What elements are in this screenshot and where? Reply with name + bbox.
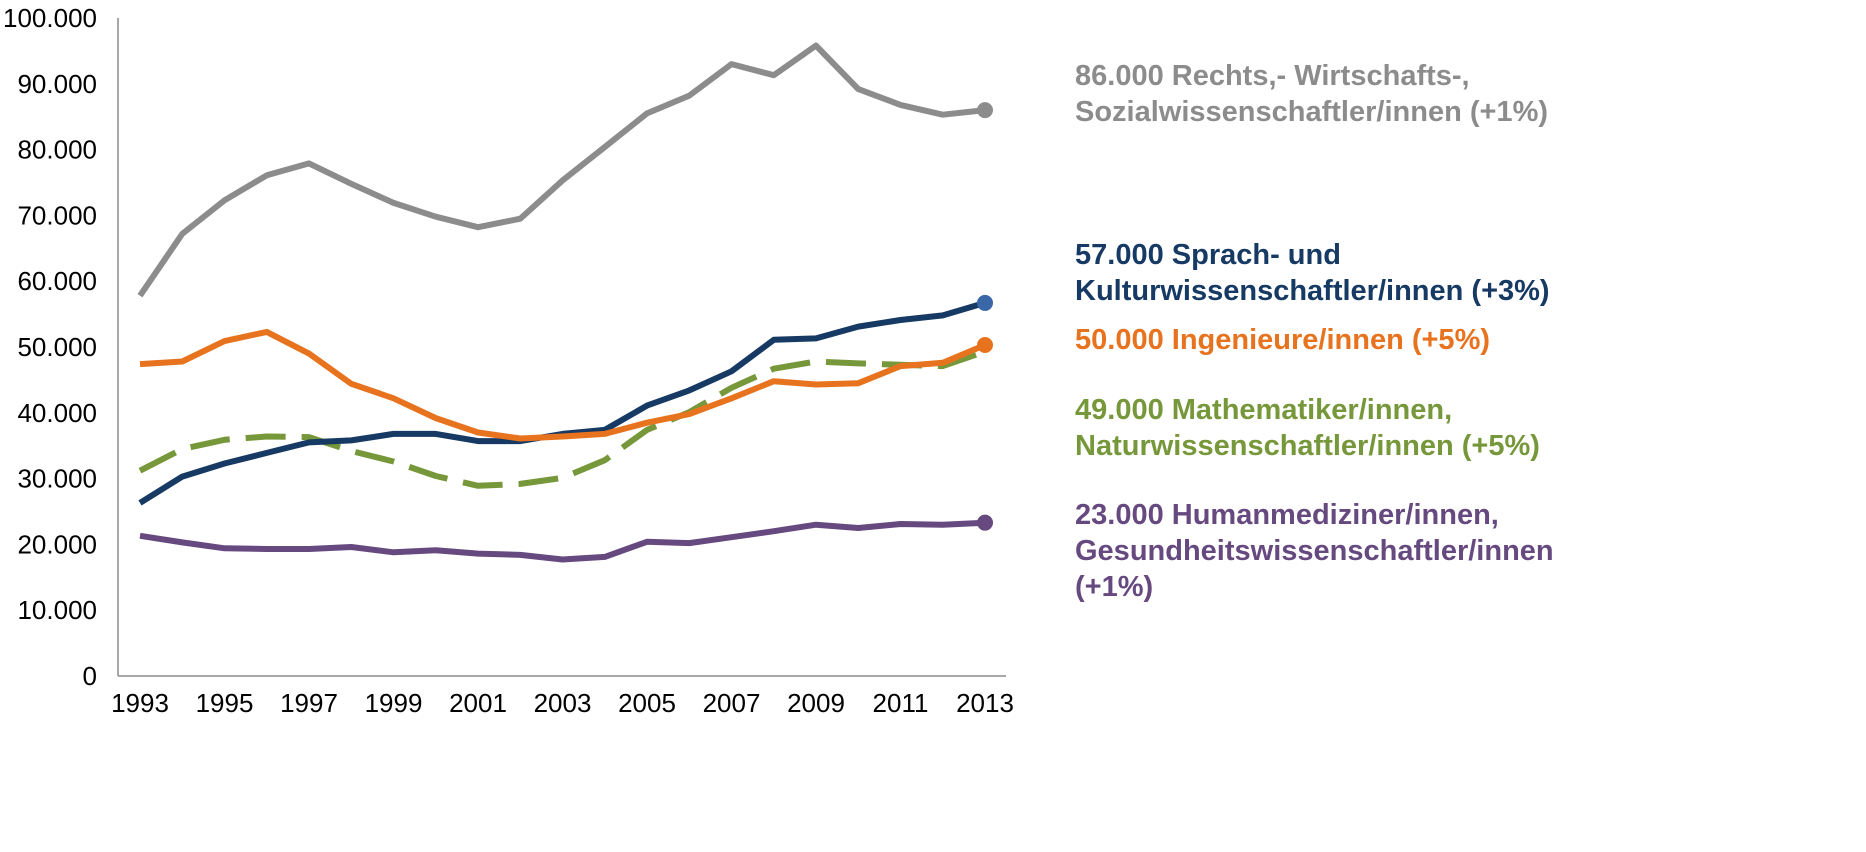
legend-humanmediziner-gesundheitswissenschaftler: 23.000 Humanmediziner/innen, Gesundheits… [1075,499,1554,603]
y-tick-label: 10.000 [17,595,97,625]
end-marker-rechts [977,102,993,119]
y-tick-label: 20.000 [17,529,97,559]
x-tick-label: 2011 [873,688,929,718]
x-tick-label: 2009 [787,688,845,718]
x-tick-label: 2007 [703,688,761,718]
series-end-markers [977,102,993,531]
x-tick-label: 1993 [111,688,169,718]
x-tick-label: 2001 [449,688,507,718]
legend-rechts-wirtschafts-sozialwissenschaftler: 86.000 Rechts,- Wirtschafts-, Sozialwiss… [1075,60,1549,128]
y-tick-label: 100.000 [3,3,97,33]
y-tick-label: 80.000 [17,135,97,165]
x-tick-label: 1995 [196,688,254,718]
y-tick-label: 40.000 [17,398,97,428]
legend-mathematiker-naturwissenschaftler: 49.000 Mathematiker/innen, Naturwissensc… [1075,394,1540,462]
x-tick-label: 1997 [280,688,338,718]
x-tick-label: 1999 [365,688,423,718]
y-tick-label: 60.000 [17,266,97,296]
x-axis-ticks: 1993 1995 1997 1999 2001 2003 2005 2007 2009 2011… [111,688,1014,718]
y-tick-label: 50.000 [17,332,97,362]
series-line-ingenieure [139,328,987,442]
end-marker-sprach [977,294,993,311]
y-tick-label: 0 [83,661,97,691]
legend-ingenieure: 50.000 Ingenieure/innen (+5%) [1075,324,1491,356]
series-line-rechts [137,42,986,298]
x-tick-label: 2005 [618,688,676,718]
y-tick-label: 70.000 [17,200,97,230]
end-marker-human [977,514,993,531]
series-line-mathe [138,348,986,489]
series-lines [137,42,987,563]
y-tick-label: 90.000 [17,69,97,99]
x-tick-label: 2013 [956,688,1014,718]
y-axis-ticks: 0 10.000 20.000 30.000 40.000 50.000 60.000 70.… [3,3,97,691]
legend-sprach-kulturwissenschaftler: 57.000 Sprach- und Kulturwissenschaftler… [1075,239,1550,307]
y-tick-label: 30.000 [17,464,97,494]
end-marker-ingenieure [977,337,993,354]
x-tick-label: 2003 [534,688,592,718]
series-line-human [139,519,986,563]
